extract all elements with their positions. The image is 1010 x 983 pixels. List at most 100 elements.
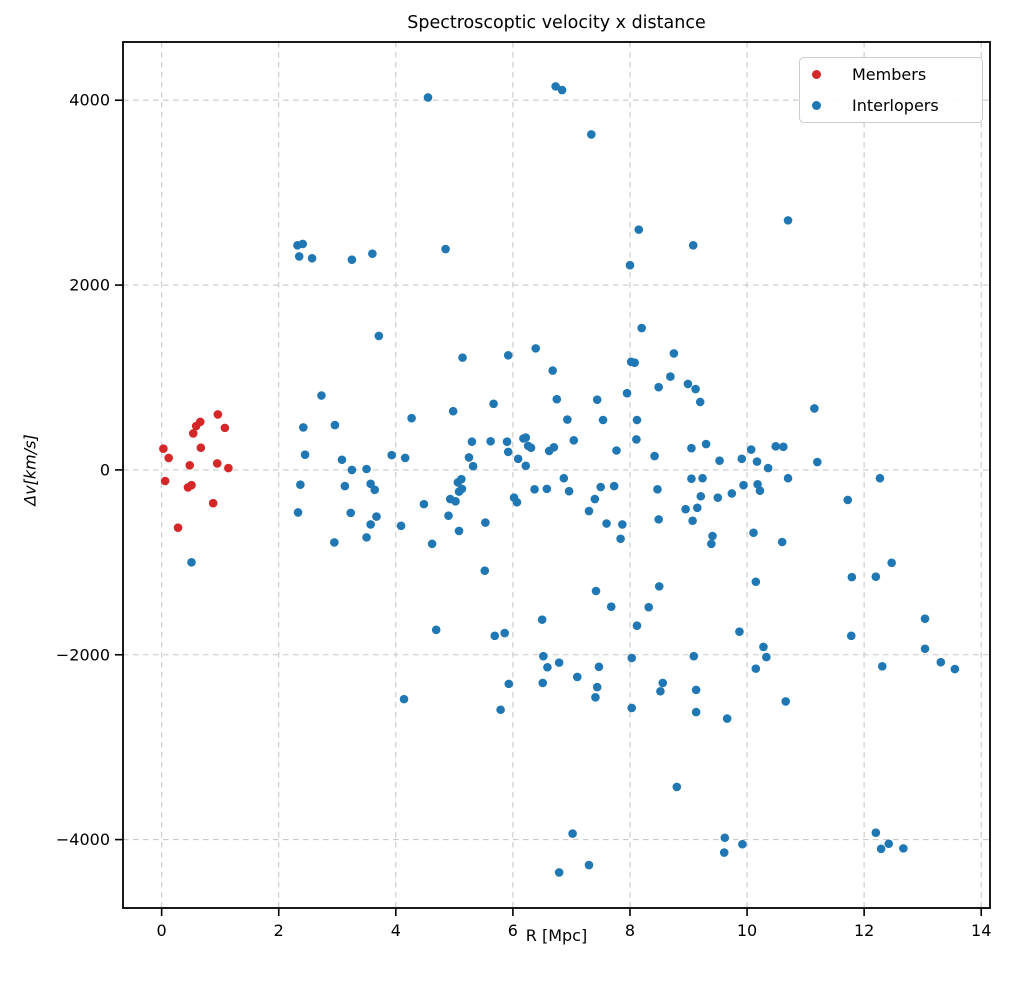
- data-point-interlopers: [489, 399, 498, 409]
- data-point-interlopers: [468, 461, 478, 471]
- data-point-interlopers: [431, 625, 441, 635]
- data-point-members: [212, 459, 222, 468]
- data-point-interlopers: [637, 323, 646, 333]
- data-point-interlopers: [751, 577, 761, 587]
- data-point-members: [173, 523, 183, 532]
- data-point-interlopers: [298, 239, 308, 249]
- data-point-interlopers: [399, 694, 409, 704]
- data-point-interlopers: [481, 518, 490, 527]
- data-point-interlopers: [543, 662, 552, 672]
- x-axis-label: R [Mpc]: [525, 926, 588, 945]
- data-point-interlopers: [423, 93, 433, 102]
- data-point-interlopers: [737, 454, 747, 464]
- data-point-interlopers: [936, 657, 946, 667]
- data-point-interlopers: [899, 844, 908, 853]
- data-point-interlopers: [526, 443, 536, 453]
- data-point-interlopers: [187, 558, 196, 567]
- data-point-interlopers: [451, 497, 460, 506]
- data-point-interlopers: [727, 489, 737, 498]
- data-point-interlopers: [630, 358, 639, 368]
- members-marker-icon: [812, 70, 821, 80]
- data-point-interlopers: [691, 384, 700, 394]
- data-point-interlopers: [688, 241, 698, 250]
- data-point-interlopers: [317, 391, 326, 400]
- data-point-interlopers: [591, 586, 601, 596]
- data-point-interlopers: [650, 451, 659, 461]
- data-point-interlopers: [632, 621, 642, 630]
- data-point-interlopers: [681, 504, 690, 514]
- data-point-interlopers: [569, 436, 579, 445]
- data-point-interlopers: [587, 130, 596, 139]
- data-point-members: [188, 429, 198, 438]
- data-point-interlopers: [537, 615, 547, 624]
- legend-item-interlopers: Interlopers: [800, 91, 982, 119]
- data-point-interlopers: [299, 423, 308, 432]
- data-point-interlopers: [500, 628, 509, 638]
- data-point-interlopers: [616, 534, 625, 544]
- data-point-interlopers: [746, 445, 756, 454]
- data-point-interlopers: [454, 526, 464, 536]
- data-point-interlopers: [559, 473, 569, 483]
- data-point-interlopers: [551, 82, 560, 91]
- data-point-interlopers: [656, 686, 665, 696]
- data-point-interlopers: [781, 697, 790, 706]
- y-tick-label: −4000: [56, 830, 110, 849]
- data-point-interlopers: [763, 463, 773, 473]
- data-point-interlopers: [563, 415, 572, 424]
- data-point-interlopers: [347, 465, 357, 475]
- data-point-interlopers: [594, 662, 604, 672]
- data-point-interlopers: [427, 539, 437, 549]
- data-point-interlopers: [762, 652, 771, 662]
- data-point-interlopers: [557, 85, 567, 95]
- data-point-interlopers: [448, 406, 458, 416]
- data-point-interlopers: [307, 253, 317, 263]
- data-point-interlopers: [407, 413, 416, 423]
- data-point-interlopers: [846, 631, 856, 641]
- y-tick-label: −2000: [56, 645, 110, 664]
- data-point-interlopers: [592, 682, 602, 692]
- data-point-interlopers: [296, 480, 305, 490]
- data-point-interlopers: [554, 868, 564, 877]
- data-point-interlopers: [504, 679, 514, 689]
- data-point-interlopers: [884, 839, 894, 849]
- data-point-interlopers: [554, 658, 564, 667]
- data-point-interlopers: [632, 435, 641, 444]
- data-point-interlopers: [634, 225, 644, 234]
- data-point-interlopers: [783, 216, 793, 225]
- data-point-interlopers: [457, 484, 467, 494]
- data-point-interlopers: [372, 512, 381, 521]
- legend: Members Interlopers: [799, 57, 983, 123]
- data-point-interlopers: [713, 493, 723, 502]
- data-point-interlopers: [300, 450, 310, 459]
- data-point-interlopers: [366, 479, 375, 489]
- data-point-interlopers: [715, 456, 724, 465]
- data-point-interlopers: [653, 485, 662, 494]
- data-point-interlopers: [779, 442, 788, 452]
- x-tick-label: 14: [971, 921, 991, 940]
- plot-frame: [122, 41, 991, 909]
- data-point-interlopers: [552, 394, 562, 404]
- data-point-interlopers: [843, 495, 853, 505]
- data-point-interlopers: [689, 651, 699, 661]
- data-point-interlopers: [530, 485, 539, 494]
- data-point-interlopers: [368, 249, 377, 258]
- x-tick-label: 6: [508, 921, 518, 940]
- data-point-interlopers: [875, 473, 885, 483]
- data-point-interlopers: [564, 486, 574, 496]
- data-point-interlopers: [654, 582, 664, 591]
- data-point-members: [159, 444, 168, 453]
- x-tick-label: 2: [274, 921, 284, 940]
- data-point-interlopers: [490, 631, 500, 641]
- data-point-interlopers: [691, 685, 701, 695]
- data-point-interlopers: [672, 782, 682, 792]
- data-point-interlopers: [584, 860, 594, 870]
- data-point-interlopers: [362, 464, 371, 474]
- data-point-interlopers: [584, 506, 594, 516]
- data-point-interlopers: [687, 474, 696, 483]
- x-tick-label: 12: [854, 921, 874, 940]
- data-point-interlopers: [654, 515, 663, 524]
- data-point-interlopers: [531, 344, 541, 353]
- data-point-interlopers: [366, 520, 375, 529]
- data-point-interlopers: [513, 454, 523, 464]
- data-point-interlopers: [618, 520, 627, 529]
